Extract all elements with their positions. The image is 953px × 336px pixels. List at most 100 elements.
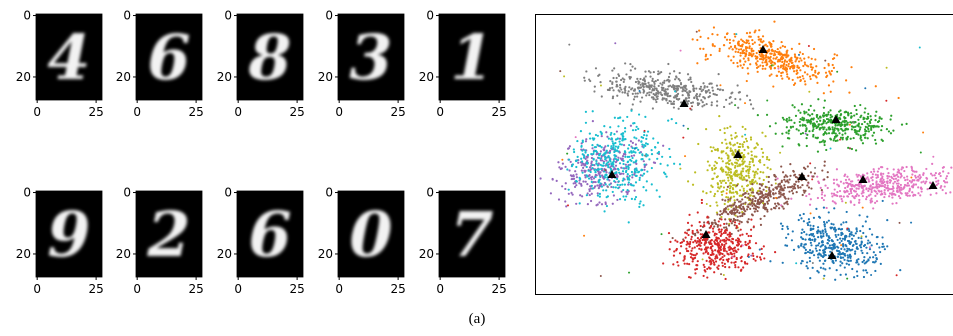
scatter-point: [726, 147, 728, 149]
scatter-point: [755, 62, 757, 64]
scatter-point: [766, 158, 768, 160]
scatter-point: [602, 189, 604, 191]
scatter-point: [750, 235, 752, 237]
scatter-point: [851, 268, 853, 270]
scatter-point: [600, 275, 602, 277]
scatter-point: [733, 218, 735, 220]
scatter-point: [814, 238, 816, 240]
scatter-point: [804, 71, 806, 73]
scatter-point: [942, 167, 944, 169]
scatter-point: [784, 187, 786, 189]
scatter-point: [697, 260, 699, 262]
scatter-point: [882, 173, 884, 175]
scatter-point: [818, 252, 820, 254]
scatter-point: [572, 178, 574, 180]
scatter-point: [737, 230, 739, 232]
scatter-point: [750, 229, 752, 231]
scatter-point: [817, 125, 819, 127]
scatter-point: [711, 101, 713, 103]
scatter-point: [690, 238, 692, 240]
scatter-point: [754, 174, 756, 176]
scatter-point: [749, 99, 751, 101]
scatter-point: [830, 147, 832, 149]
scatter-point: [728, 247, 730, 249]
scatter-point: [618, 172, 620, 174]
scatter-point: [768, 41, 770, 43]
scatter-point: [628, 177, 630, 179]
scatter-point: [809, 249, 811, 251]
scatter-point: [793, 65, 795, 67]
scatter-point: [741, 208, 743, 210]
scatter-point: [854, 241, 856, 243]
scatter-point: [713, 172, 715, 174]
scatter-point: [641, 174, 643, 176]
scatter-point: [850, 66, 852, 68]
scatter-point: [865, 130, 867, 132]
scatter-point: [687, 180, 689, 182]
scatter-point: [815, 208, 817, 210]
scatter-point: [758, 44, 760, 46]
scatter-point: [865, 198, 867, 200]
scatter-point: [707, 160, 709, 162]
scatter-point: [639, 90, 641, 92]
scatter-point: [845, 273, 847, 275]
scatter-point: [727, 171, 729, 173]
scatter-point: [628, 167, 630, 169]
scatter-point: [869, 246, 871, 248]
scatter-point: [739, 60, 741, 62]
scatter-point: [672, 84, 674, 86]
scatter-point: [596, 184, 598, 186]
scatter-point: [656, 158, 658, 160]
scatter-point: [568, 169, 570, 171]
scatter-point: [574, 186, 576, 188]
scatter-point: [716, 204, 718, 206]
scatter-point: [644, 155, 646, 157]
scatter-point: [743, 176, 745, 178]
scatter-point: [846, 138, 848, 140]
scatter-point: [799, 124, 801, 126]
digit-glyph: 0: [349, 198, 392, 271]
scatter-point: [858, 123, 860, 125]
scatter-point: [687, 234, 689, 236]
scatter-point: [632, 129, 634, 131]
scatter-point: [652, 78, 654, 80]
scatter-point: [600, 84, 602, 86]
scatter-point: [769, 125, 771, 127]
scatter-point: [744, 241, 746, 243]
scatter-point: [619, 198, 621, 200]
scatter-point: [779, 152, 781, 154]
scatter-point: [746, 205, 748, 207]
scatter-point: [876, 236, 878, 238]
scatter-point: [858, 199, 860, 201]
scatter-point: [603, 184, 605, 186]
scatter-point: [757, 71, 759, 73]
scatter-point: [786, 179, 788, 181]
scatter-point: [820, 267, 822, 269]
scatter-point: [706, 268, 708, 270]
scatter-point: [845, 245, 847, 247]
scatter-point: [757, 36, 759, 38]
scatter-point: [786, 118, 788, 120]
scatter-point: [675, 122, 677, 124]
scatter-point: [646, 180, 648, 182]
scatter-point: [599, 81, 601, 83]
scatter-point: [619, 87, 621, 89]
scatter-point: [891, 203, 893, 205]
scatter-point: [668, 76, 670, 78]
scatter-point: [723, 127, 725, 129]
scatter-point: [634, 169, 636, 171]
scatter-point: [732, 188, 734, 190]
scatter-point: [836, 191, 838, 193]
scatter-point: [735, 132, 737, 134]
scatter-point: [751, 154, 753, 156]
scatter-point: [855, 195, 857, 197]
scatter-point: [696, 229, 698, 231]
scatter-point: [788, 78, 790, 80]
scatter-point: [730, 182, 732, 184]
scatter-point: [776, 177, 778, 179]
scatter-point: [882, 200, 884, 202]
scatter-point: [718, 265, 720, 267]
scatter-point: [615, 165, 617, 167]
scatter-point: [751, 39, 753, 41]
scatter-point: [575, 136, 577, 138]
